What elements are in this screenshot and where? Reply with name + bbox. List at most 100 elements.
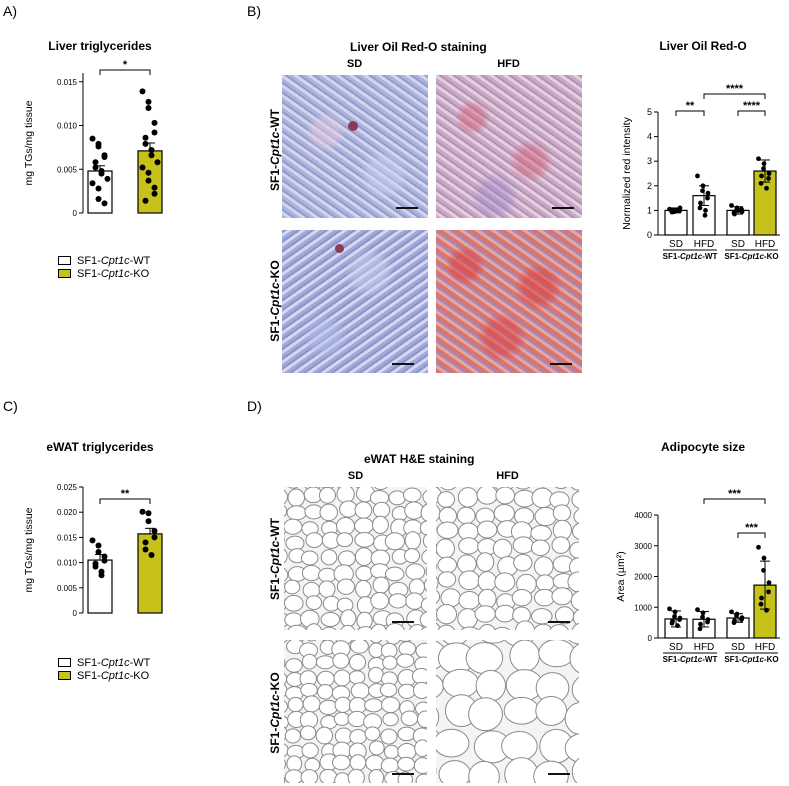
adipocyte-cell (422, 489, 427, 504)
adipocyte-cell (384, 532, 406, 551)
y-axis-label: mg TGs/mg tissue (23, 100, 35, 185)
data-point (675, 623, 680, 629)
adipocyte-cell (337, 550, 356, 567)
row-gene: Cpt1c (268, 694, 282, 728)
data-point (667, 606, 672, 612)
chart-title: Liver Oil Red-O (659, 39, 746, 53)
adipocyte-cell (457, 554, 477, 574)
data-point (734, 613, 739, 619)
adipocyte-cell (371, 515, 389, 535)
data-point (729, 609, 734, 615)
adipocyte-cell (385, 566, 405, 582)
data-point (761, 166, 766, 171)
data-point (764, 185, 769, 191)
data-point (705, 619, 710, 625)
adipocyte-cell (476, 552, 495, 572)
scale-bar (548, 773, 570, 775)
data-point (154, 159, 161, 166)
adipocyte-cell (535, 574, 555, 592)
data-point (731, 620, 737, 626)
adipocyte-cell (315, 655, 335, 670)
group-label-part: Cpt1c (742, 252, 765, 261)
micrograph-he-wt-hfd (436, 487, 579, 630)
adipocyte-cell (284, 759, 287, 770)
data-point (95, 143, 102, 150)
adipocyte-cell (436, 604, 458, 625)
legend-a: SF1- Cpt1c -WT SF1- Cpt1c -KO (58, 254, 150, 280)
data-point (697, 205, 703, 211)
row-gene: Cpt1c (268, 282, 282, 316)
adipocyte-cell (382, 712, 399, 727)
data-point (151, 119, 158, 126)
x-tick-label: HFD (694, 239, 715, 250)
data-point (672, 614, 677, 619)
adipocyte-cell (511, 588, 533, 607)
x-tick-label: HFD (694, 642, 715, 653)
adipocyte-cell (365, 754, 385, 772)
data-point (142, 539, 149, 546)
data-point (145, 518, 152, 525)
y-tick-label: 1000 (634, 603, 652, 612)
group-label-part: SF1- (724, 655, 742, 664)
row-label-ko: SF1-Cpt1c-KO (268, 236, 282, 366)
significance-label: *** (745, 522, 759, 534)
group-label-part: SF1- (663, 655, 681, 664)
adipocyte-cell (339, 500, 358, 518)
adipocyte-cell (477, 571, 497, 592)
adipocyte-cell (331, 754, 351, 771)
he-staining-title: eWAT H&E staining (364, 452, 475, 466)
group-label-part: Cpt1c (742, 655, 765, 664)
adipocyte-cell (355, 565, 373, 582)
y-axis-label: Area (µm²) (615, 551, 627, 601)
data-point (756, 156, 761, 162)
adipocyte-cell (334, 696, 352, 713)
data-point (700, 610, 706, 616)
adipocyte-cell (492, 538, 513, 559)
adipocyte-cell (412, 681, 427, 699)
y-tick-label: 4 (647, 132, 652, 142)
adipocyte-cell (284, 567, 289, 582)
adipocyte-cell (564, 702, 579, 736)
adipocyte-cell (284, 489, 288, 505)
data-point (98, 170, 105, 177)
data-point (139, 164, 146, 171)
legend-item-wt: SF1- Cpt1c -WT (58, 656, 150, 669)
scale-bar (396, 207, 418, 209)
adipocyte-cell (533, 623, 553, 630)
adipocyte-cell (319, 503, 339, 522)
data-point (92, 164, 99, 171)
data-point (698, 621, 703, 627)
adipocyte-cell (513, 553, 533, 572)
data-point (101, 557, 108, 564)
data-point (95, 196, 102, 202)
group-label: SF1-Cpt1c-WT (663, 655, 718, 664)
data-point (145, 510, 152, 517)
data-point (101, 154, 108, 160)
data-point (92, 563, 99, 570)
adipocyte-cell (402, 487, 422, 503)
adipocyte-cell (347, 768, 365, 783)
y-tick-label: 0.005 (57, 584, 78, 593)
data-point (739, 617, 744, 622)
y-tick-label: 0.005 (57, 165, 78, 174)
adipocyte-cell (286, 505, 307, 521)
adipocyte-cell (336, 532, 354, 548)
adipocyte-cell (349, 728, 367, 745)
row-prefix: SF1- (268, 727, 282, 754)
row-prefix: SF1- (268, 165, 282, 192)
group-label-part: Cpt1c (680, 252, 703, 261)
data-point (101, 200, 108, 207)
significance-bracket (737, 532, 766, 538)
adipocyte-cell (503, 696, 540, 725)
adipocyte-cell (336, 578, 356, 595)
adipocyte-size-chart: Adipocyte size Area (µm²) 0 1000 2000 3000 400… (615, 440, 780, 664)
adipocyte-cell (570, 590, 579, 611)
data-point (698, 200, 703, 206)
adipocyte-cell (494, 572, 516, 592)
data-point (766, 171, 772, 176)
adipocyte-cell (284, 776, 286, 783)
data-point (764, 607, 769, 613)
adipocyte-cell (420, 503, 427, 522)
col-label-sd: SD (347, 470, 364, 482)
data-point (151, 534, 158, 541)
